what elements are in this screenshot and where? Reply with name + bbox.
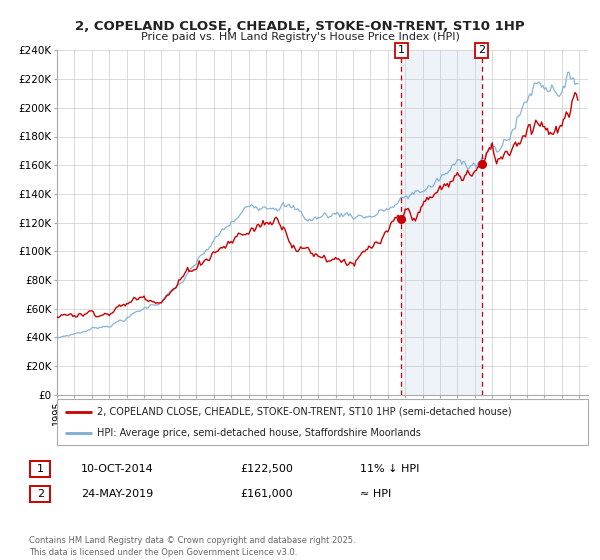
Text: 2: 2 [37,489,44,499]
Text: 2, COPELAND CLOSE, CHEADLE, STOKE-ON-TRENT, ST10 1HP (semi-detached house): 2, COPELAND CLOSE, CHEADLE, STOKE-ON-TRE… [97,407,511,417]
Text: Price paid vs. HM Land Registry's House Price Index (HPI): Price paid vs. HM Land Registry's House … [140,32,460,43]
Text: 2, COPELAND CLOSE, CHEADLE, STOKE-ON-TRENT, ST10 1HP: 2, COPELAND CLOSE, CHEADLE, STOKE-ON-TRE… [75,20,525,32]
Text: ≈ HPI: ≈ HPI [360,489,391,499]
Text: £122,500: £122,500 [240,464,293,474]
Text: 1: 1 [37,464,44,474]
Text: 11% ↓ HPI: 11% ↓ HPI [360,464,419,474]
Bar [401,50,482,395]
Text: Contains HM Land Registry data © Crown copyright and database right 2025.
This d: Contains HM Land Registry data © Crown c… [29,536,355,557]
Text: £161,000: £161,000 [240,489,293,499]
Text: 1: 1 [398,45,405,55]
Text: HPI: Average price, semi-detached house, Staffordshire Moorlands: HPI: Average price, semi-detached house,… [97,428,421,438]
Text: 2: 2 [478,45,485,55]
Text: 10-OCT-2014: 10-OCT-2014 [81,464,154,474]
Text: 24-MAY-2019: 24-MAY-2019 [81,489,153,499]
